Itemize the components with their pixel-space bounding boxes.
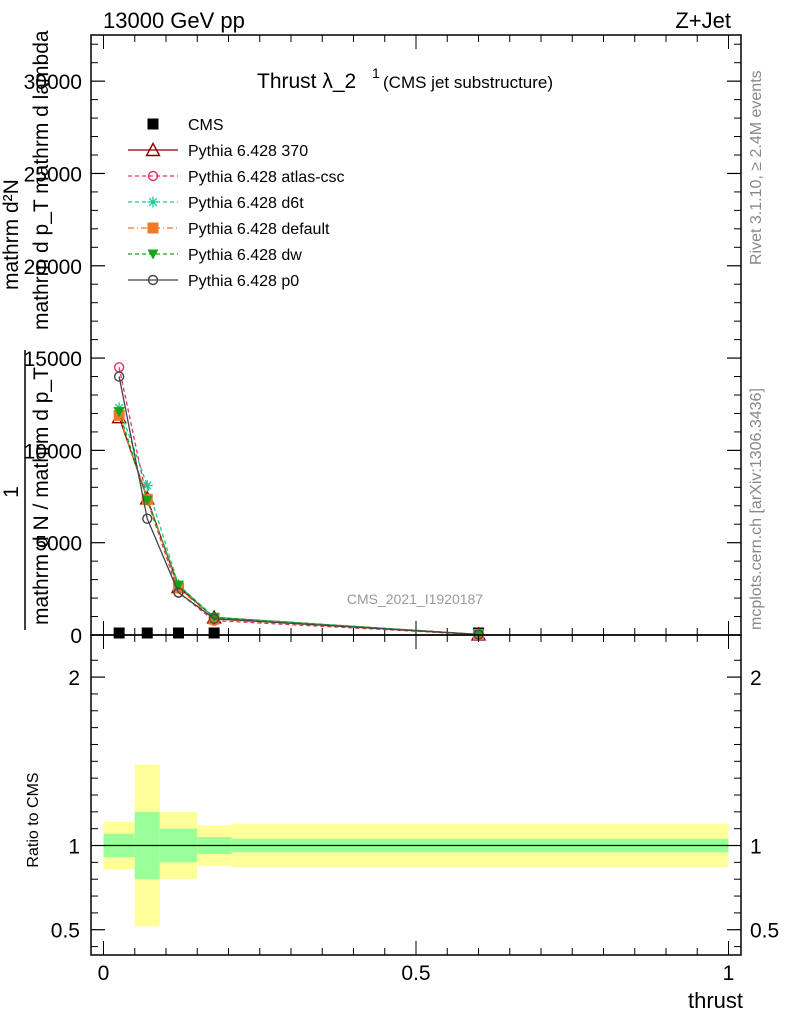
legend-label: Pythia 6.428 370	[188, 143, 308, 160]
legend-item: CMS	[147, 117, 224, 134]
ratio-xaxis: 0 0.5 1	[98, 635, 735, 985]
ytick-label: 10000	[24, 440, 82, 463]
rivet-label: Rivet 3.1.10, ≥ 2.4M events	[748, 70, 765, 265]
ytick-label: 20000	[24, 256, 82, 279]
legend-label: Pythia 6.428 dw	[188, 247, 302, 264]
legend-marker	[147, 222, 159, 234]
legend-item: Pythia 6.428 d6t	[128, 195, 304, 212]
xtick-label: 1	[723, 962, 735, 985]
chart-title-sup: 1	[372, 65, 380, 81]
xaxis-label: thrust	[688, 988, 743, 1013]
ylabel-top: mathrm d²N	[0, 179, 23, 290]
data-point	[141, 495, 153, 506]
legend-item: Pythia 6.428 atlas-csc	[128, 169, 345, 186]
legend-marker	[147, 196, 159, 208]
data-point	[113, 407, 125, 418]
main-ylabel: mathrm d²N mathrm d p_T mathrm d lambda …	[0, 30, 53, 630]
ylabel-frac-num: 1	[0, 486, 23, 498]
ratio-ytick-label-right: 1	[750, 836, 762, 859]
xtick-label: 0	[98, 962, 110, 985]
legend-item: Pythia 6.428 p0	[128, 273, 299, 290]
data-point	[141, 627, 153, 639]
legend-item: Pythia 6.428 dw	[128, 247, 302, 264]
legend-marker	[147, 274, 159, 286]
ratio-ytick-label-right: 2	[750, 667, 762, 690]
data-point	[208, 613, 220, 624]
main-yaxis: 0 5000 10000 15000 20000 25000 30000	[24, 43, 741, 648]
legend-item: Pythia 6.428 370	[128, 142, 308, 160]
chart-title-sub: (CMS jet substructure)	[383, 73, 553, 92]
data-point	[113, 371, 125, 382]
legend-label: Pythia 6.428 atlas-csc	[188, 169, 345, 186]
legend: CMS Pythia 6.428 370 Pythia 6.428 atlas-cs…	[128, 117, 345, 290]
data-point	[141, 479, 153, 491]
ylabel-frac-den: mathrm d N / mathrm d p_T	[30, 367, 53, 625]
legend-label: Pythia 6.428 p0	[188, 273, 299, 290]
ratio-yaxis: 0.5 0.5 1 1 2 2	[51, 659, 779, 948]
legend-label: Pythia 6.428 d6t	[188, 195, 304, 212]
ytick-label: 5000	[35, 533, 82, 556]
ytick-label: 25000	[24, 163, 82, 186]
ratio-plot-frame	[90, 634, 742, 956]
main-xaxis-ticks	[103, 35, 729, 635]
mcplots-label: mcplots.cern.ch [arXiv:1306.3436]	[748, 388, 765, 630]
ytick-label: 15000	[24, 348, 82, 371]
ytick-label: 30000	[24, 71, 82, 94]
process-label: Z+Jet	[675, 8, 731, 33]
ratio-ytick-label: 0.5	[51, 920, 80, 943]
data-point	[142, 513, 153, 524]
series-0	[113, 627, 484, 639]
ratio-ytick-label: 1	[68, 836, 80, 859]
collision-label: 13000 GeV pp	[103, 8, 245, 33]
data-point	[173, 587, 184, 598]
analysis-id: CMS_2021_I1920187	[347, 591, 483, 607]
ratio-ytick-label: 2	[68, 667, 80, 690]
legend-marker	[145, 142, 161, 157]
ylabel-mid: mathrm d p_T mathrm d lambda	[30, 30, 53, 330]
chart-title: Thrust λ_2 1 (CMS jet substructure)	[257, 65, 553, 93]
xtick-label: 0.5	[401, 962, 430, 985]
legend-label: Pythia 6.428 default	[188, 221, 330, 238]
data-point	[173, 580, 184, 591]
legend-marker	[147, 249, 159, 260]
data-point	[113, 627, 125, 639]
chart-title-main: Thrust λ_2	[257, 70, 356, 93]
legend-item: Pythia 6.428 default	[128, 221, 330, 238]
legend-marker	[147, 118, 159, 130]
legend-label: CMS	[188, 117, 224, 134]
ytick-label: 0	[70, 625, 82, 648]
data-point	[173, 627, 184, 639]
ratio-ytick-label-right: 0.5	[750, 920, 779, 943]
main-series	[111, 362, 487, 641]
series-line	[118, 376, 479, 636]
ratio-ylabel: Ratio to CMS	[25, 772, 42, 867]
data-point	[208, 627, 220, 639]
legend-marker	[147, 170, 159, 182]
